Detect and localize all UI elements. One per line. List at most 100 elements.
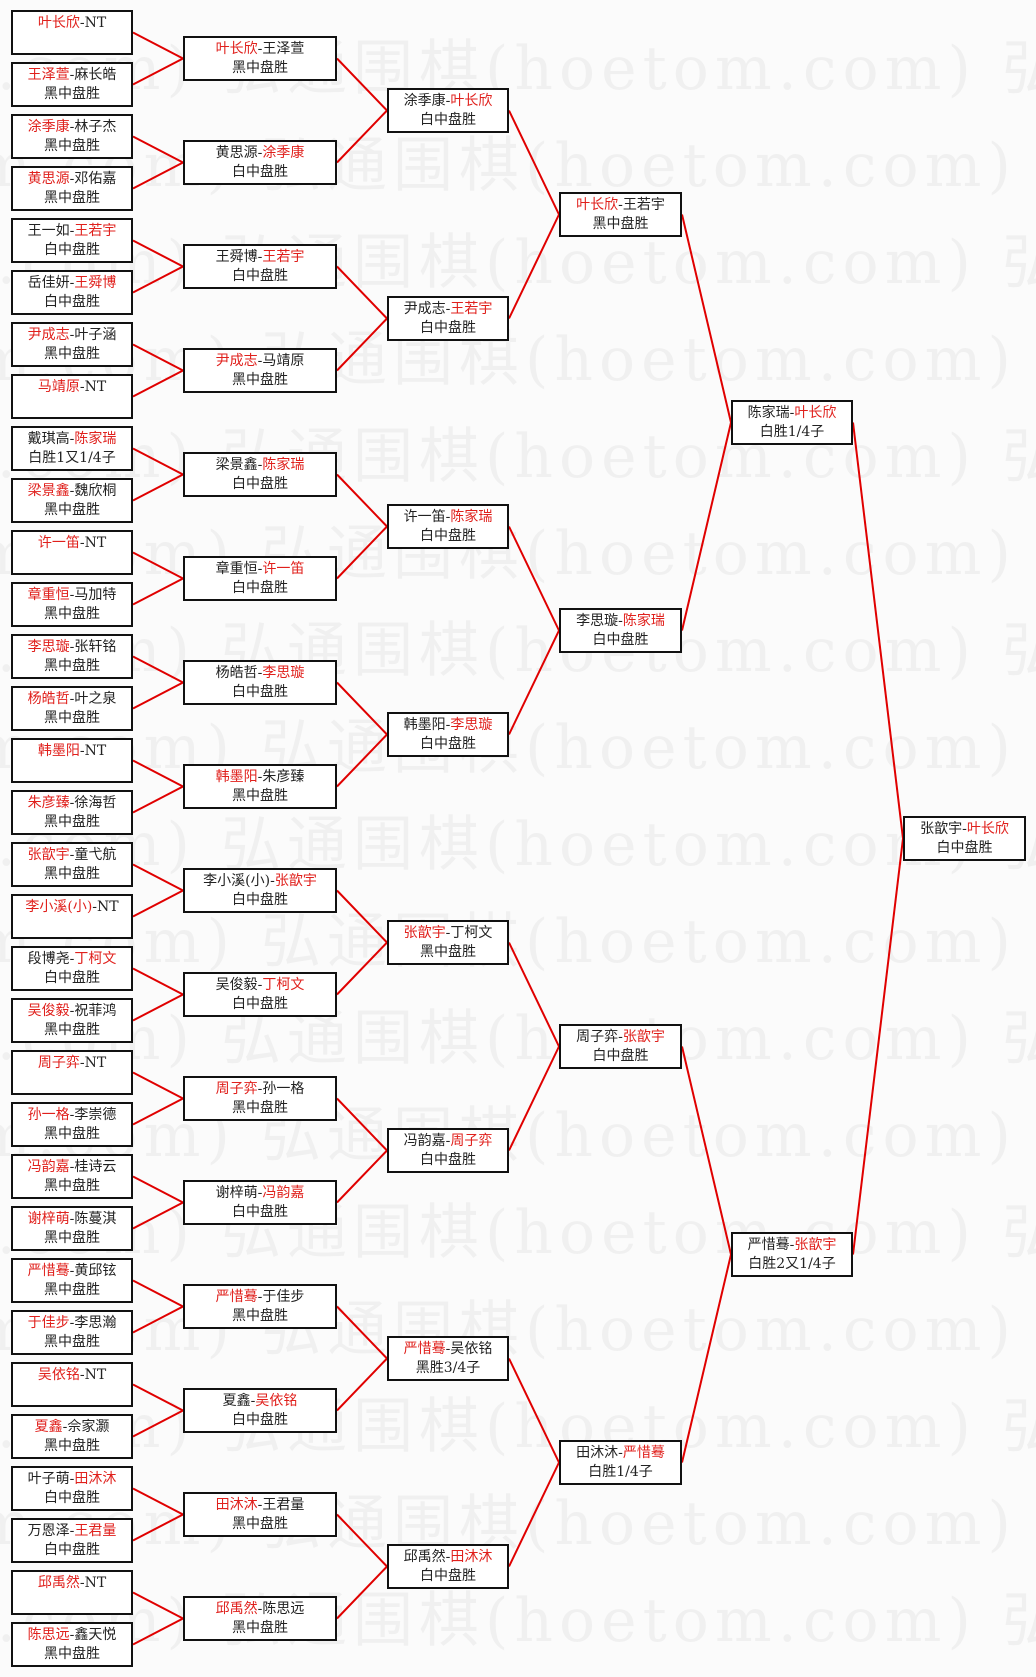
winner-name: 丁柯文 [262,977,305,993]
bracket-connector-line [132,759,184,788]
player-name: 许一笛 [403,509,446,525]
match-result: 黑中盘胜 [44,1282,100,1298]
match-box-round1: 章重恒-马加特 黑中盘胜 [11,582,133,627]
separator: - [69,119,75,135]
separator: - [69,1523,75,1539]
player-name: 吴俊毅 [215,977,258,993]
separator: - [445,717,451,733]
separator: - [618,1445,623,1461]
separator: - [69,795,75,811]
player-name: 章重恒 [215,561,258,577]
player-name: 陈家瑞 [747,405,790,421]
match-result: 白中盘胜 [232,476,288,492]
match-result: 黑中盘胜 [44,866,100,882]
match-box-round1: 冯韵嘉-桂诗云 黑中盘胜 [11,1154,133,1199]
bracket-connector-line [132,1071,184,1100]
separator: - [69,275,75,291]
player-name: 万恩泽 [27,1523,70,1539]
match-result: 黑中盘胜 [44,190,100,206]
match-box-round1: 夏鑫-佘家灏 黑中盘胜 [11,1414,133,1459]
watermark-text: 弘通围棋(hoetom.com) 弘通围棋(hoetom.com) 弘通围棋(h… [0,602,1036,689]
winner-name: 田沐沐 [450,1549,493,1565]
player-name: 王君量 [262,1497,305,1513]
winner-name: 张歆宇 [622,1029,665,1045]
player-name: 叶子萌 [27,1471,70,1487]
watermark-text: 弘通围棋(hoetom.com) 弘通围棋(hoetom.com) 弘通围棋(h… [0,1281,1036,1368]
player-name: 陈蔓淇 [74,1211,117,1227]
bracket-connector-line [336,525,388,580]
match-box-round3: 韩墨阳-李思璇 白中盘胜 [387,712,509,757]
winner-name: 韩墨阳 [215,769,258,785]
player-name: 丁柯文 [450,925,493,941]
bracket-connector-line [336,1357,388,1412]
bracket-connector-line [336,265,388,320]
bracket-connector-line [508,942,560,1047]
bracket-connector-line [336,941,388,996]
separator: - [257,769,263,785]
bracket-connector-line [132,57,184,86]
player-name: 王泽萱 [262,41,305,57]
match-box-round1: 马靖原-NT [11,374,133,419]
match-box-round4: 周子弈-张歆宇 白中盘胜 [559,1024,682,1069]
player-name: 陈思远 [262,1601,305,1617]
separator: - [79,15,85,31]
separator: - [618,613,623,629]
match-box-round4: 田沐沐-严惜蓦 白胜1/4子 [559,1440,682,1485]
player-name: NT [84,1367,107,1383]
player-name: 李崇德 [74,1107,117,1123]
match-result: 黑中盘胜 [44,502,100,518]
match-box-round2: 田沐沐-王君量 黑中盘胜 [183,1492,337,1537]
bracket-connector-line [336,109,388,164]
match-box-round1: 于佳步-李思瀚 黑中盘胜 [11,1310,133,1355]
match-result: 白中盘胜 [44,1490,100,1506]
bracket-connector-line [132,1409,184,1438]
bracket-connector-line [852,838,904,1255]
match-result: 白胜1又1/4子 [28,450,116,466]
separator: - [69,691,75,707]
player-name: 邓佑嘉 [74,171,117,187]
bracket-connector-line [508,630,560,735]
match-box-round2: 周子弈-孙一格 黑中盘胜 [183,1076,337,1121]
separator: - [69,223,75,239]
match-box-round5: 陈家瑞-叶长欣 白胜1/4子 [731,400,853,445]
player-name: 李小溪(小) [203,873,271,889]
separator: - [69,639,75,655]
match-result: 黑中盘胜 [44,658,100,674]
match-box-round2: 邱禹然-陈思远 黑中盘胜 [183,1596,337,1641]
separator: - [445,1133,451,1149]
match-result: 黑中盘胜 [232,1620,288,1636]
player-name: 徐海哲 [74,795,117,811]
player-name: 严惜蓦 [747,1237,790,1253]
match-result: 黑中盘胜 [232,60,288,76]
winner-name: 王泽萱 [27,67,70,83]
winner-name: 王若宇 [262,249,305,265]
match-box-round2: 梁景鑫-陈家瑞 白中盘胜 [183,452,337,497]
winner-name: 杨皓哲 [27,691,70,707]
match-result: 白中盘胜 [232,1412,288,1428]
match-result: 白中盘胜 [44,970,100,986]
player-name: NT [84,379,107,395]
winner-name: 吴依铭 [255,1393,298,1409]
watermark-text: 弘通围棋(hoetom.com) 弘通围棋(hoetom.com) 弘通围棋(h… [0,1378,1036,1465]
match-box-round1: 谢梓萌-陈蔓淇 黑中盘胜 [11,1206,133,1251]
match-box-round3: 张歆宇-丁柯文 黑中盘胜 [387,920,509,965]
match-box-round4: 叶长欣-王若宇 黑中盘胜 [559,192,682,237]
bracket-connector-line [132,1487,184,1516]
player-name: 林子杰 [74,119,117,135]
separator: - [79,1055,85,1071]
separator: - [445,1549,451,1565]
match-result: 黑中盘胜 [44,86,100,102]
match-result: 白中盘胜 [44,242,100,258]
winner-name: 谢梓萌 [27,1211,70,1227]
winner-name: 张歆宇 [274,873,317,889]
winner-name: 周子弈 [450,1133,493,1149]
match-result: 白中盘胜 [420,112,476,128]
match-result: 白胜2又1/4子 [748,1256,836,1272]
separator: - [618,1029,623,1045]
winner-name: 陈家瑞 [74,431,117,447]
bracket-connector-line [132,1175,184,1204]
winner-name: 严惜蓦 [27,1263,70,1279]
winner-name: 周子弈 [215,1081,258,1097]
match-box-round5: 严惜蓦-张歆宇 白胜2又1/4子 [731,1232,853,1277]
